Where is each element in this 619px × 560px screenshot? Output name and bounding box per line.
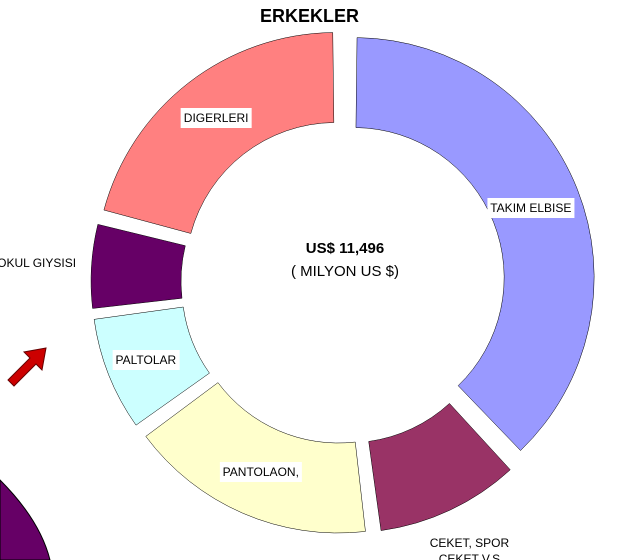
donut-segment [145,382,366,534]
segment-label: PANTOLAON, [219,461,302,482]
segment-label: TAKIM ELBISE [487,197,575,218]
donut-segment [90,224,186,309]
donut-segment [368,403,511,531]
center-title: US$ 11,496 [305,240,385,257]
segment-label: OKUL GIYSISI [0,255,77,270]
donut-segment [355,37,595,451]
segment-label: PALTOLAR [112,350,180,371]
chart-title: ERKEKLER [259,6,359,26]
donut-segment [103,32,335,234]
segment-label: DIGERLERI [180,108,252,129]
decor-shape [0,479,51,560]
decor-arrow [7,347,47,387]
center-subtitle: ( MILYON US $) [290,263,400,280]
segment-label: CEKET, SPOR CEKET V.S [429,535,510,560]
